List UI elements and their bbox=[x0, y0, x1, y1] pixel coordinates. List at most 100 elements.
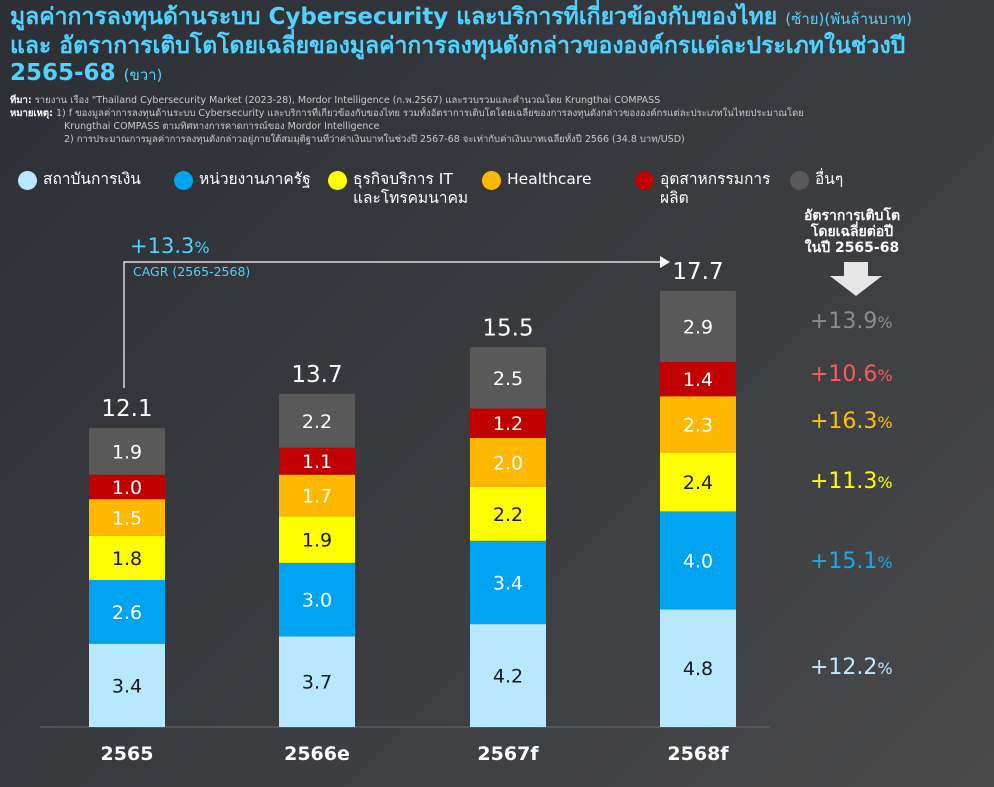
bar-segment-manufacturing bbox=[660, 361, 736, 397]
x-tick-label: 2567f bbox=[477, 743, 539, 765]
growth-rate-value: +10.6 bbox=[810, 362, 878, 387]
bar-segment-it-telecom bbox=[470, 486, 546, 541]
total-label: 13.7 bbox=[291, 362, 342, 388]
growth-heading-line: ในปี 2565-68 bbox=[804, 240, 900, 256]
growth-rate-government: +15.1% bbox=[810, 550, 893, 575]
title-line1-note: (ซ้าย)(พันล้านบาท) bbox=[785, 10, 912, 28]
bar-segment-healthcare bbox=[89, 499, 165, 536]
legend-label: Healthcare bbox=[507, 170, 592, 188]
bar-segment-healthcare bbox=[279, 474, 355, 517]
legend-label: สถาบันการเงิน bbox=[43, 170, 141, 188]
x-tick-label: 2568f bbox=[667, 743, 729, 765]
data-label: 2.2 bbox=[302, 411, 332, 433]
data-label: 1.9 bbox=[112, 441, 142, 463]
remark-1: 1) f ของมูลค่าการลงทุนด้านระบบ Cybersecu… bbox=[55, 108, 804, 119]
data-label: 3.0 bbox=[302, 590, 332, 612]
bar-segment-it-telecom bbox=[89, 535, 165, 580]
growth-heading-line: อัตราการเติบโต bbox=[803, 208, 901, 224]
bar-segment-others bbox=[660, 290, 736, 362]
data-label: 3.4 bbox=[112, 675, 142, 697]
growth-rate-healthcare: +16.3% bbox=[810, 410, 893, 435]
legend-item-manufacturing: อุตสาหกรรมการผลิต bbox=[635, 170, 785, 208]
bar-segment-others bbox=[279, 393, 355, 448]
legend-item-it-telecom: ธุรกิจบริการ IT และโทรคมนาคม bbox=[328, 170, 483, 208]
data-label: 2.5 bbox=[493, 368, 523, 390]
bar-segment-manufacturing bbox=[89, 474, 165, 500]
bar-segment-it-telecom bbox=[279, 516, 355, 563]
cagr-arrowhead-icon bbox=[660, 256, 670, 268]
legend-label: ธุรกิจบริการ IT และโทรคมนาคม bbox=[353, 170, 469, 207]
title-line3-note: (ขวา) bbox=[123, 66, 163, 84]
data-label: 3.4 bbox=[493, 572, 523, 594]
growth-rate-value: +12.2 bbox=[810, 655, 878, 680]
cagr-value: +13.3% bbox=[130, 234, 210, 258]
growth-rate-heading: อัตราการเติบโต โดยเฉลี่ยต่อปี ในปี 2565-… bbox=[782, 208, 922, 256]
down-arrow-icon bbox=[830, 262, 882, 296]
bar-segment-manufacturing bbox=[470, 408, 546, 438]
bar-segment-financial bbox=[279, 636, 355, 727]
bar-segment-financial bbox=[89, 643, 165, 727]
source-notes: ที่มา: รายงาน เรื่อง "Thailand Cybersecu… bbox=[10, 94, 985, 146]
legend-item-government: หน่วยงานภาครัฐ bbox=[174, 170, 311, 190]
legend-label: หน่วยงานภาครัฐ bbox=[199, 170, 311, 188]
data-label: 1.7 bbox=[302, 485, 332, 507]
legend-dot-icon bbox=[174, 171, 193, 190]
data-label: 4.8 bbox=[683, 658, 713, 680]
title-line3: 2565-68 bbox=[10, 60, 116, 86]
data-label: 4.0 bbox=[683, 550, 713, 572]
bar-segment-healthcare bbox=[470, 437, 546, 487]
bar-segment-financial bbox=[660, 609, 736, 727]
cagr-arrow-line bbox=[123, 261, 660, 388]
data-label: 2.4 bbox=[683, 472, 713, 494]
bar-segment-it-telecom bbox=[660, 452, 736, 512]
source-label: ที่มา: bbox=[10, 95, 32, 106]
bar-segment-government bbox=[89, 580, 165, 644]
remark-2: 2) การประมาณการมูลค่าการลงทุนดังกล่าวอยู… bbox=[64, 134, 685, 145]
bar-segment-healthcare bbox=[660, 396, 736, 453]
data-label: 2.0 bbox=[493, 452, 523, 474]
total-label: 17.7 bbox=[672, 259, 723, 285]
legend-dot-icon bbox=[328, 171, 347, 190]
growth-rate-value: +16.3 bbox=[810, 409, 878, 434]
growth-rate-value: +15.1 bbox=[810, 549, 878, 574]
remark-1b: Krungthai COMPASS ตามทิศทางการคาดการณ์ขอ… bbox=[64, 121, 380, 132]
data-label: 2.6 bbox=[112, 602, 142, 624]
data-label: 3.7 bbox=[302, 672, 332, 694]
remark-label: หมายเหตุ: bbox=[10, 108, 53, 119]
bar-segment-others bbox=[470, 347, 546, 409]
data-label: 2.2 bbox=[493, 504, 523, 526]
legend-dot-icon bbox=[18, 171, 37, 190]
growth-rate-others: +13.9% bbox=[810, 310, 893, 335]
growth-rate-unit: % bbox=[877, 413, 893, 432]
legend-label: อื่นๆ bbox=[815, 170, 844, 188]
bars-layer: 3.4 2.6 1.8 1.5 1.0 1.9 12.1 2565 3.7 3.0 1.9 1.7 1.… bbox=[40, 259, 770, 765]
growth-rate-financial: +12.2% bbox=[810, 656, 893, 681]
bar-segment-government bbox=[660, 511, 736, 610]
title-line1: มูลค่าการลงทุนด้านระบบ Cybersecurity และ… bbox=[10, 4, 778, 30]
title-line2: และ อัตราการเติบโตโดยเฉลี่ยของมูลค่าการล… bbox=[10, 33, 906, 59]
legend-dot-icon bbox=[482, 171, 501, 190]
cagr-unit: % bbox=[194, 238, 210, 257]
legend-dot-icon bbox=[790, 171, 809, 190]
legend-item-others: อื่นๆ bbox=[790, 170, 843, 190]
bar-segment-government bbox=[470, 540, 546, 625]
growth-rate-manufacturing: +10.6% bbox=[810, 363, 893, 388]
x-tick-label: 2566e bbox=[284, 743, 350, 765]
data-label: 4.2 bbox=[493, 666, 523, 688]
bar-segment-government bbox=[279, 562, 355, 637]
data-label: 1.5 bbox=[112, 508, 142, 530]
growth-rate-value: +13.9 bbox=[810, 309, 878, 334]
legend-item-financial: สถาบันการเงิน bbox=[18, 170, 141, 190]
growth-rate-unit: % bbox=[877, 473, 893, 492]
bar-segment-others bbox=[89, 428, 165, 475]
data-label: 1.8 bbox=[112, 548, 142, 570]
legend-label: อุตสาหกรรมการผลิต bbox=[660, 170, 771, 207]
chart-title: มูลค่าการลงทุนด้านระบบ Cybersecurity และ… bbox=[10, 4, 985, 89]
growth-rate-unit: % bbox=[877, 366, 893, 385]
legend-item-healthcare: Healthcare bbox=[482, 170, 592, 190]
bar-segment-financial bbox=[470, 624, 546, 727]
x-tick-label: 2565 bbox=[101, 743, 154, 765]
growth-rate-it-telecom: +11.3% bbox=[810, 470, 893, 495]
total-label: 12.1 bbox=[101, 396, 152, 422]
